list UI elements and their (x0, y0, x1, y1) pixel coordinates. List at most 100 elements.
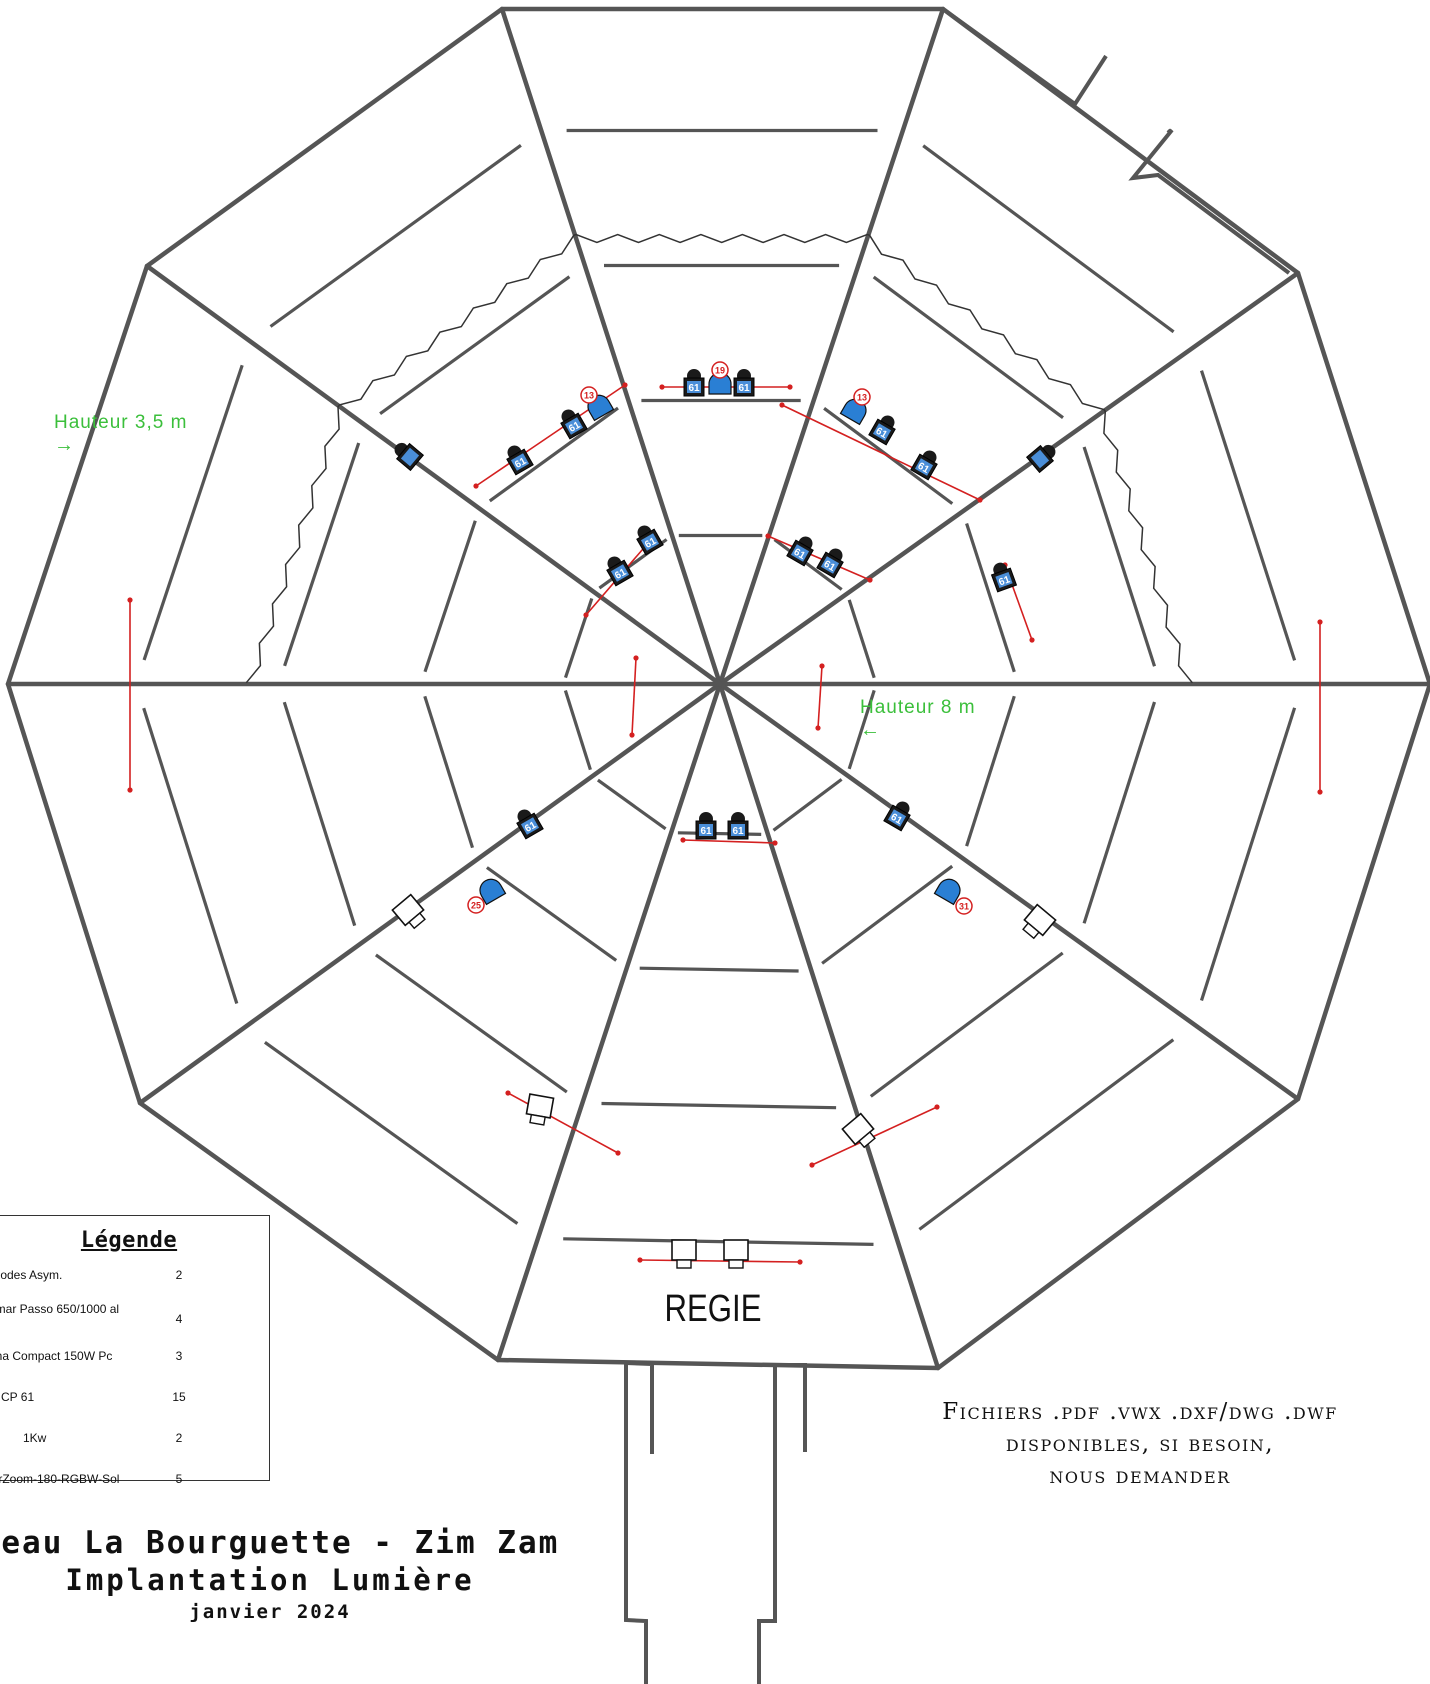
legend-count: 15 (172, 1390, 186, 1404)
fixture-face (699, 824, 713, 836)
fixture-face (1030, 449, 1050, 469)
profile-barrel (676, 1259, 692, 1269)
profile-barrel (858, 1131, 876, 1149)
profile-fixture (841, 1112, 876, 1149)
rigging-end (779, 402, 785, 408)
rigging-bar (817, 665, 823, 729)
rigging-bar (682, 839, 776, 844)
fixture-face (820, 556, 840, 574)
purlin (922, 144, 1175, 334)
purlin (423, 695, 475, 849)
spoke (499, 6, 723, 687)
files-note: Fichiers .pdf .vwx .dxf/dwg .dwf disponi… (860, 1396, 1420, 1492)
fixture-code: 61 (792, 547, 808, 562)
par-fixture: 61 (733, 369, 755, 397)
fixture-face (737, 381, 751, 393)
par-fixture: 61 (868, 415, 896, 446)
fixture-face (790, 544, 810, 562)
purlin (1199, 370, 1297, 661)
purlin (283, 442, 361, 667)
rigging-end (583, 612, 589, 618)
title-line-2: Implantation Lumière (65, 1563, 475, 1597)
par-fixture: 61 (786, 536, 814, 567)
par-fixture: 61 (910, 450, 938, 481)
rigging-end (659, 384, 665, 390)
circuit-number: 13 (584, 391, 594, 401)
circuit-circle (711, 361, 729, 379)
purlin (282, 701, 357, 927)
purlin (1082, 701, 1157, 924)
circuit-number: 19 (715, 366, 725, 376)
purlin (596, 778, 667, 831)
profile-fixture (723, 1239, 749, 1269)
rigging-bar (639, 1259, 801, 1263)
fixture-face (995, 571, 1013, 589)
par-fixture: 61 (516, 809, 544, 840)
stage-label-regie: REGIE (664, 1288, 762, 1330)
purlin (563, 597, 594, 679)
rigging-end (867, 577, 873, 583)
fixture-code: 61 (916, 461, 932, 476)
rigging-end (473, 483, 479, 489)
rigging-end (622, 382, 628, 388)
rigging-end (819, 663, 825, 669)
purlin (269, 144, 522, 328)
purlin (821, 864, 954, 965)
profile-body (671, 1239, 697, 1261)
fixture-code: 61 (513, 456, 529, 471)
rigging-end (505, 1090, 511, 1096)
rigging-end (765, 533, 771, 539)
purlin (563, 1237, 874, 1246)
fixture-code: 61 (567, 420, 583, 435)
par-fixture (394, 442, 425, 472)
purlin (263, 1041, 519, 1225)
legend-label: 1Kw (23, 1431, 47, 1445)
rigging-end (809, 1162, 815, 1168)
rigging-end (615, 1150, 621, 1156)
purlin (601, 1101, 837, 1110)
legend-count: 5 (175, 1472, 183, 1486)
circuit-circle (853, 388, 871, 406)
rigging-end (1317, 619, 1323, 625)
spoke (717, 681, 941, 1371)
rigging-end (127, 787, 133, 793)
wash-body (479, 878, 507, 906)
purlin (965, 523, 1016, 673)
circuit-circle (467, 896, 485, 914)
files-note-line-1: Fichiers .pdf .vwx .dxf/dwg .dwf (942, 1399, 1338, 1425)
purlin (918, 1038, 1175, 1231)
purlin (847, 599, 876, 679)
purlin (379, 275, 571, 415)
purlin (847, 689, 876, 770)
files-note-line-3: nous demander (1049, 1463, 1231, 1489)
rigging-end (797, 1259, 803, 1265)
profile-body (525, 1093, 555, 1119)
title-date: janvier 2024 (189, 1601, 351, 1623)
height-label-left: Hauteur 3,5 m → (54, 412, 188, 456)
rigging-end (629, 732, 635, 738)
spoke (495, 681, 723, 1363)
files-note-line-2: disponibles, si besoin, (1005, 1431, 1275, 1457)
circuit-number: 25 (471, 901, 481, 911)
purlin (965, 695, 1016, 847)
rigging-bar (507, 1092, 619, 1154)
purlin (639, 966, 799, 973)
rigging-end (637, 1257, 643, 1263)
fixture-code: 61 (643, 536, 659, 551)
legend-count: 2 (175, 1431, 183, 1445)
fixture-code: 61 (889, 812, 905, 827)
fixture-code: 61 (613, 567, 629, 582)
par-fixture: 61 (695, 812, 717, 840)
purlin (773, 538, 843, 591)
fixture-face (610, 564, 630, 582)
purlin (423, 520, 477, 673)
par-fixture: 61 (506, 445, 534, 476)
profile-fixture (391, 893, 426, 930)
profile-fixture (525, 1093, 555, 1126)
purlin (488, 406, 619, 503)
rigging-bar (631, 657, 637, 736)
wash-fixture (479, 878, 507, 906)
fixtures: 61 61 19 13 61 61 13 61 61 61 61 61 61 61 61 61 61 61 25 31 (391, 361, 1057, 1269)
purlin (563, 690, 592, 771)
